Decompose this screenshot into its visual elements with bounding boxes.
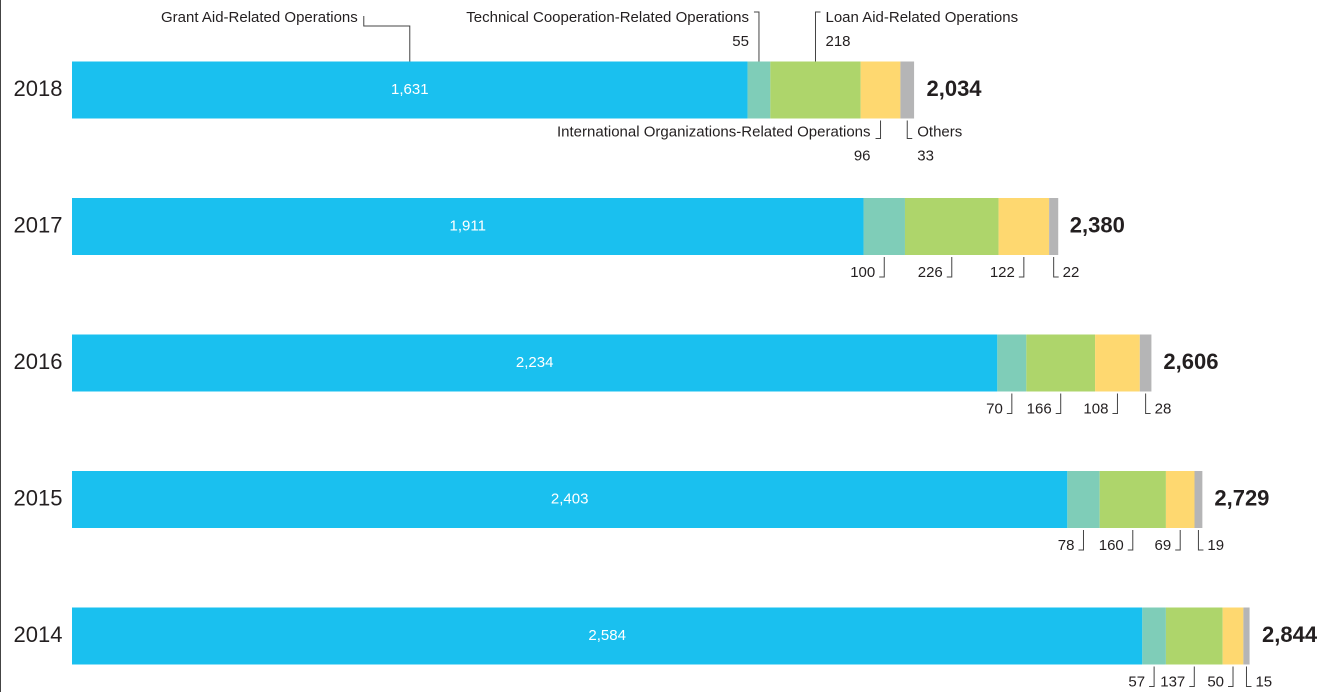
- segment-value: 15: [1255, 673, 1272, 690]
- year-label: 2017: [14, 212, 63, 237]
- segment-value: 96: [854, 147, 871, 164]
- bar-segment: [1243, 607, 1250, 665]
- bar-segment: [770, 61, 861, 119]
- segment-value: 1,631: [391, 81, 429, 98]
- leader-line: [1018, 257, 1025, 278]
- segment-value: 28: [1155, 400, 1172, 417]
- leader-line: [1175, 530, 1181, 551]
- bar-segment: [1049, 198, 1059, 255]
- bar-segment: [747, 61, 771, 119]
- segment-value: 137: [1160, 673, 1185, 690]
- segment-value: 33: [917, 147, 934, 164]
- bar-segment: [1194, 471, 1203, 528]
- leader-line: [1149, 666, 1155, 687]
- segment-value: 108: [1083, 400, 1108, 417]
- segment-value: 22: [1063, 264, 1080, 281]
- segment-value: 166: [1027, 400, 1052, 417]
- bar-segment: [998, 198, 1050, 255]
- leader-line: [946, 257, 953, 278]
- leader-line: [1006, 393, 1013, 414]
- segment-value: 55: [732, 33, 749, 50]
- segment-value: 19: [1207, 537, 1224, 554]
- segment-value: 2,584: [588, 627, 626, 644]
- bar-segment: [997, 334, 1027, 392]
- bar-segment: [72, 607, 1143, 665]
- segment-value: 218: [825, 33, 850, 50]
- leader-line: [1055, 393, 1062, 414]
- segment-value: 70: [986, 400, 1003, 417]
- series-name: International Organizations-Related Oper…: [557, 123, 871, 140]
- leader-line: [1245, 666, 1252, 687]
- segment-value: 226: [918, 264, 943, 281]
- leader-line: [906, 120, 913, 139]
- total-label: 2,729: [1214, 485, 1269, 510]
- series-name: Grant Aid-Related Operations: [161, 9, 358, 26]
- bar-segment: [1095, 334, 1140, 392]
- series-name: Technical Cooperation-Related Operations: [466, 9, 749, 26]
- total-label: 2,844: [1262, 622, 1318, 647]
- year-label: 2014: [14, 622, 63, 647]
- leader-line: [363, 16, 411, 62]
- segment-value: 57: [1128, 673, 1145, 690]
- leader-line: [1145, 393, 1151, 414]
- leader-line: [875, 120, 882, 139]
- bar-segment: [1026, 334, 1096, 392]
- bar-segment: [1067, 471, 1100, 528]
- series-name: Others: [917, 123, 962, 140]
- leader-line: [1053, 257, 1059, 278]
- total-label: 2,034: [926, 76, 982, 101]
- leader-line: [1197, 530, 1204, 551]
- segment-value: 1,911: [450, 217, 486, 234]
- leader-line: [1112, 393, 1118, 414]
- leader-line: [753, 11, 760, 62]
- bar-segment: [1099, 471, 1166, 528]
- year-label: 2018: [14, 76, 63, 101]
- leader-line: [879, 257, 885, 278]
- segment-value: 69: [1155, 537, 1172, 554]
- bar-segment: [72, 198, 864, 255]
- bar-segment: [1222, 607, 1244, 665]
- bar-segment: [1165, 607, 1223, 665]
- segment-value: 160: [1099, 537, 1124, 554]
- bar-segment: [72, 334, 998, 392]
- leader-line: [1127, 530, 1134, 551]
- total-label: 2,380: [1070, 212, 1125, 237]
- bar-segment: [904, 198, 999, 255]
- bar-segment: [72, 61, 748, 119]
- year-label: 2015: [14, 485, 63, 510]
- bar-segment: [900, 61, 915, 119]
- segment-value: 122: [990, 264, 1015, 281]
- bar-segment: [1139, 334, 1152, 392]
- segment-value: 78: [1058, 537, 1075, 554]
- bar-segment: [72, 471, 1068, 528]
- bar-segment: [863, 198, 905, 255]
- leader-line: [1189, 666, 1195, 687]
- bar-segment: [1142, 607, 1166, 665]
- leader-line: [1228, 666, 1234, 687]
- segment-value: 100: [850, 264, 875, 281]
- total-label: 2,606: [1163, 349, 1218, 374]
- leader-line: [814, 11, 821, 62]
- segment-value: 2,403: [551, 490, 589, 507]
- leader-line: [1078, 530, 1084, 551]
- bar-segment: [1165, 471, 1195, 528]
- year-label: 2016: [14, 349, 63, 374]
- series-name: Loan Aid-Related Operations: [825, 9, 1018, 26]
- segment-value: 50: [1207, 673, 1224, 690]
- segment-value: 2,234: [516, 354, 554, 371]
- bar-segment: [860, 61, 901, 119]
